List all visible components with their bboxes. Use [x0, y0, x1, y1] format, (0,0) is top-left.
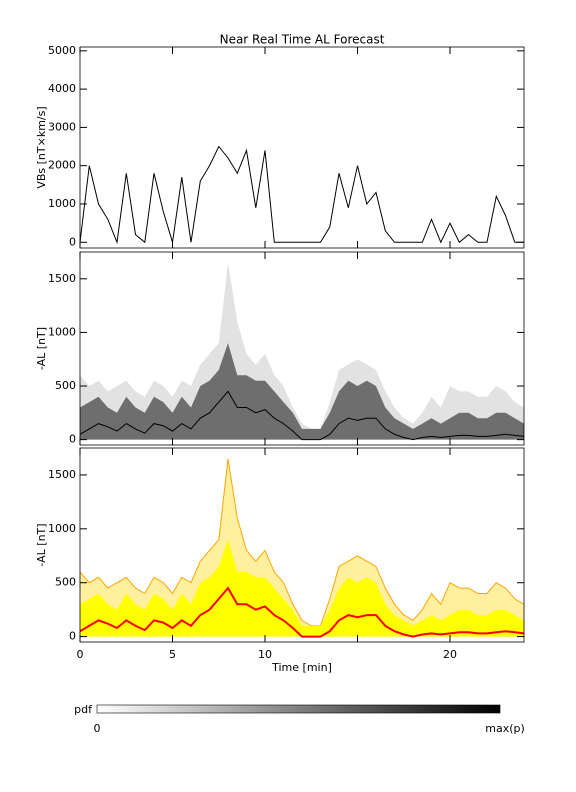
line: [79, 458, 525, 627]
plot-frame: [79, 447, 525, 643]
area: [80, 539, 524, 637]
y-axis-label: VBs [nT×km/s]: [35, 106, 48, 188]
y-tick-label: 1000: [48, 197, 76, 210]
y-tick-label: 1500: [48, 468, 76, 481]
y-tick-label: 500: [55, 379, 76, 392]
x-axis-label: Time [min]: [271, 661, 332, 674]
colorbar-max: max(p): [485, 722, 525, 735]
x-tick-label: 20: [443, 648, 457, 661]
x-tick-label: 0: [77, 648, 84, 661]
plot-frame: [79, 251, 525, 446]
area: [80, 343, 524, 440]
colorbar: [96, 704, 501, 714]
y-axis-label: -AL [nT]: [35, 523, 48, 566]
y-tick-label: 1500: [48, 272, 76, 285]
x-tick-label: 10: [258, 648, 272, 661]
y-tick-label: 1000: [48, 325, 76, 338]
colorbar-min: 0: [94, 722, 101, 735]
colorbar-label: pdf: [74, 703, 93, 716]
area: [80, 458, 524, 637]
y-tick-label: 3000: [48, 120, 76, 133]
line: [79, 390, 525, 441]
line: [79, 145, 524, 245]
y-tick-label: 0: [69, 630, 76, 643]
x-tick-label: 5: [169, 648, 176, 661]
line: [79, 586, 525, 638]
plot-frame: [79, 46, 525, 249]
y-tick-label: 0: [69, 235, 76, 248]
y-tick-label: 1000: [48, 522, 76, 535]
y-tick-label: 0: [69, 433, 76, 446]
y-tick-label: 2000: [48, 159, 76, 172]
y-tick-label: 500: [55, 576, 76, 589]
y-tick-label: 4000: [48, 82, 76, 95]
y-axis-label: -AL [nT]: [35, 327, 48, 370]
chart-title: Near Real Time AL Forecast: [220, 33, 385, 47]
y-tick-label: 5000: [48, 44, 76, 57]
area: [80, 262, 524, 440]
